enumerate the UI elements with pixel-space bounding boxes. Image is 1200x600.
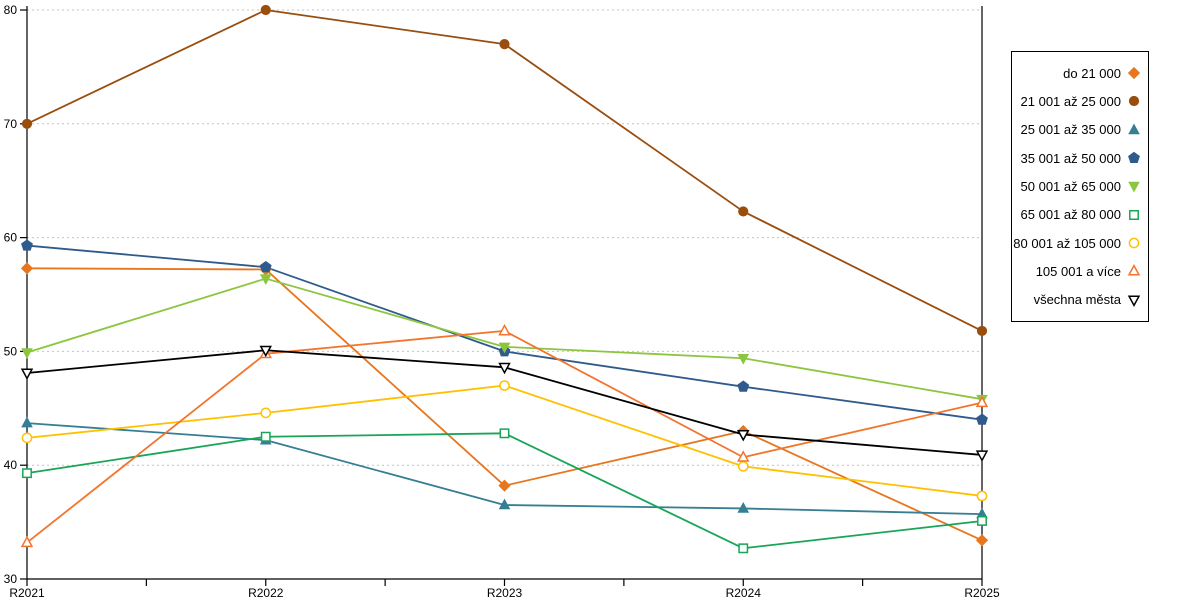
chart-legend: do 21 000 21 001 až 25 000 25 001 až 35 00… bbox=[1011, 51, 1149, 322]
y-tick-label-50: 50 bbox=[4, 344, 18, 358]
legend-item-0: do 21 000 bbox=[1012, 66, 1148, 81]
triangle-up-marker-glyph bbox=[1127, 264, 1141, 276]
data-point-8-R2023 bbox=[498, 362, 511, 375]
data-point-2-R2021 bbox=[21, 416, 33, 428]
series-markers bbox=[20, 4, 989, 554]
triangle-up-marker-icon bbox=[1128, 123, 1140, 135]
pentagon-marker-icon bbox=[1128, 151, 1140, 164]
data-point-1-R2021 bbox=[21, 118, 33, 129]
circle-marker-glyph bbox=[1128, 96, 1140, 107]
legend-label: do 21 000 bbox=[1063, 65, 1121, 81]
data-point-4-R2021 bbox=[21, 348, 33, 359]
y-tick-label-40: 40 bbox=[4, 458, 18, 472]
data-point-8-R2025 bbox=[975, 450, 989, 462]
legend-label: všechna města bbox=[1033, 292, 1121, 308]
x-tick-label-R2022: R2022 bbox=[248, 586, 284, 600]
data-point-0-R2023 bbox=[498, 479, 511, 492]
axes: 30 40 50 60 70 80 R2021 R2022 R2023 R2024 R2025 bbox=[4, 3, 1000, 600]
triangle-down-marker-icon bbox=[1127, 295, 1141, 307]
data-point-1-R2023 bbox=[499, 39, 510, 50]
square-marker-glyph bbox=[1129, 209, 1139, 220]
legend-label: 50 001 až 65 000 bbox=[1020, 178, 1121, 194]
legend-label: 105 001 a více bbox=[1035, 263, 1121, 279]
legend-label: 21 001 až 25 000 bbox=[1020, 93, 1121, 109]
data-point-5-R2023 bbox=[499, 428, 510, 439]
legend-item-7: 105 001 a více bbox=[1012, 264, 1148, 279]
square-marker-icon bbox=[1129, 209, 1139, 220]
data-point-6-R2022 bbox=[260, 407, 272, 419]
circle-marker-glyph bbox=[1128, 237, 1140, 249]
pentagon-marker-glyph bbox=[1128, 151, 1140, 164]
data-point-5-R2025 bbox=[977, 516, 987, 526]
triangle-down-marker-glyph bbox=[1128, 182, 1140, 193]
gridlines bbox=[27, 9, 982, 466]
data-point-2-R2024 bbox=[737, 501, 750, 513]
data-point-3-R2025 bbox=[976, 413, 988, 425]
circle-marker-icon bbox=[1128, 96, 1140, 107]
data-point-3-R2021 bbox=[21, 239, 33, 251]
data-point-0-R2025 bbox=[975, 534, 989, 547]
diamond-marker-glyph bbox=[1127, 67, 1141, 80]
legend-item-5: 65 001 až 80 000 bbox=[1012, 207, 1148, 222]
x-tick-label-R2023: R2023 bbox=[487, 586, 523, 600]
data-point-4-R2023 bbox=[498, 342, 511, 354]
data-point-1-R2025 bbox=[976, 325, 988, 337]
legend-label: 25 001 až 35 000 bbox=[1020, 122, 1121, 138]
legend-item-3: 35 001 až 50 000 bbox=[1012, 151, 1148, 166]
y-tick-label-70: 70 bbox=[4, 117, 18, 131]
x-tick-label-R2024: R2024 bbox=[726, 586, 762, 600]
data-point-7-R2021 bbox=[20, 535, 34, 548]
legend-item-2: 25 001 až 35 000 bbox=[1012, 122, 1148, 137]
legend-item-1: 21 001 až 25 000 bbox=[1012, 94, 1148, 109]
legend-label: 80 001 až 105 000 bbox=[1013, 235, 1121, 251]
legend-item-6: 80 001 až 105 000 bbox=[1012, 236, 1148, 251]
triangle-up-marker-icon bbox=[1127, 264, 1141, 276]
legend-label: 35 001 až 50 000 bbox=[1020, 150, 1121, 166]
data-point-6-R2024 bbox=[737, 460, 749, 472]
data-point-5-R2024 bbox=[738, 543, 749, 554]
series-line-6 bbox=[26, 384, 983, 497]
x-tick-label-R2025: R2025 bbox=[964, 586, 1000, 600]
data-point-7-R2024 bbox=[737, 450, 750, 462]
data-point-0-R2021 bbox=[20, 262, 34, 275]
legend-label: 65 001 až 80 000 bbox=[1020, 207, 1121, 223]
data-point-6-R2025 bbox=[976, 490, 988, 502]
data-point-6-R2021 bbox=[21, 432, 33, 444]
y-tick-label-30: 30 bbox=[4, 572, 18, 586]
data-point-8-R2024 bbox=[737, 429, 750, 442]
data-point-5-R2021 bbox=[22, 468, 32, 479]
triangle-up-marker-glyph bbox=[1128, 123, 1140, 135]
data-point-7-R2023 bbox=[498, 323, 511, 336]
series-line-1 bbox=[26, 9, 983, 332]
triangle-down-marker-glyph bbox=[1127, 295, 1141, 307]
data-point-7-R2025 bbox=[975, 395, 989, 408]
data-point-1-R2024 bbox=[738, 206, 749, 217]
data-point-3-R2022 bbox=[259, 260, 272, 273]
data-point-8-R2021 bbox=[20, 368, 34, 380]
data-point-4-R2024 bbox=[737, 353, 750, 365]
data-point-1-R2022 bbox=[260, 4, 271, 16]
data-point-5-R2022 bbox=[260, 431, 271, 442]
y-tick-label-60: 60 bbox=[4, 231, 18, 245]
legend-item-4: 50 001 až 65 000 bbox=[1012, 179, 1148, 194]
legend-item-8: všechna města bbox=[1012, 292, 1148, 307]
data-point-3-R2024 bbox=[737, 380, 750, 392]
y-tick-label-80: 80 bbox=[4, 3, 18, 17]
diamond-marker-icon bbox=[1127, 67, 1141, 80]
data-point-4-R2022 bbox=[259, 274, 272, 286]
triangle-down-marker-icon bbox=[1128, 182, 1140, 193]
data-point-2-R2023 bbox=[498, 498, 511, 510]
series-lines bbox=[26, 9, 983, 550]
data-point-8-R2022 bbox=[259, 345, 272, 358]
data-point-6-R2023 bbox=[499, 380, 510, 391]
x-tick-label-R2021: R2021 bbox=[9, 586, 45, 600]
circle-marker-icon bbox=[1128, 237, 1140, 249]
